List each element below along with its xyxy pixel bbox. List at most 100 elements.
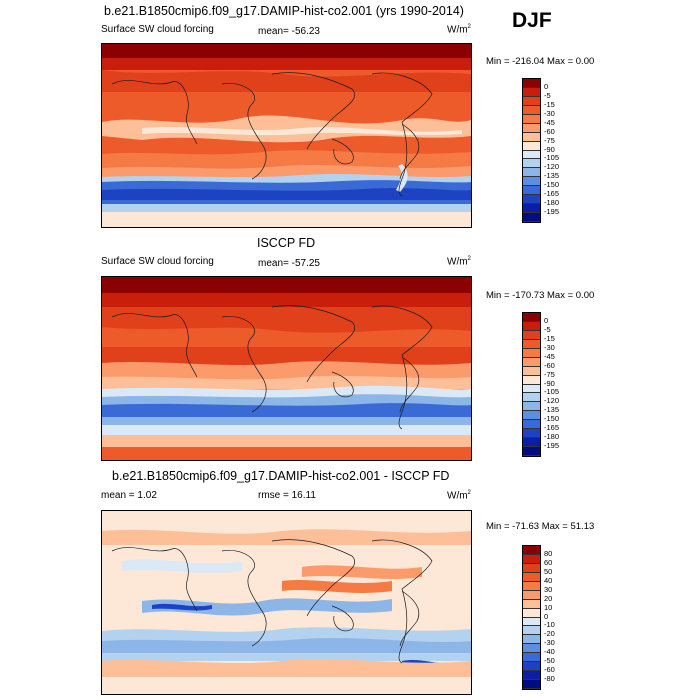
colorbar-box xyxy=(523,662,540,672)
colorbar-tick-label: -105 xyxy=(544,387,560,397)
colorbar-box xyxy=(523,132,540,142)
colorbar-tick-label: -75 xyxy=(544,369,555,379)
colorbar-box xyxy=(523,375,540,385)
colorbar-box xyxy=(523,177,540,187)
colorbar-tick-label: -165 xyxy=(544,423,560,433)
colorbar-tick-label: 10 xyxy=(544,602,553,612)
colorbar-box xyxy=(523,384,540,394)
panel1-mean-label: mean= -56.23 xyxy=(258,26,320,37)
colorbar-box xyxy=(523,599,540,609)
season-label: DJF xyxy=(512,9,552,32)
colorbar-box xyxy=(523,96,540,106)
panel2-variable-label: Surface SW cloud forcing xyxy=(101,256,214,267)
colorbar-tick-label: -60 xyxy=(544,665,555,675)
colorbar-tick-label: -165 xyxy=(544,189,560,199)
panel2-map xyxy=(101,276,472,461)
colorbar-box xyxy=(523,357,540,367)
colorbar-box xyxy=(523,348,540,358)
panel3-map xyxy=(101,510,472,695)
panel2-minmax: Min = -170.73 Max = 0.00 xyxy=(486,290,595,301)
colorbar-tick-label: -120 xyxy=(544,162,560,172)
colorbar-box xyxy=(523,159,540,169)
colorbar-box xyxy=(523,141,540,151)
panel1-map-field xyxy=(102,44,471,227)
colorbar-box xyxy=(523,313,540,322)
panel2-title: ISCCP FD xyxy=(257,236,316,250)
colorbar-tick-label: -15 xyxy=(544,99,555,109)
colorbar-box xyxy=(523,680,540,689)
colorbar-tick-label: -195 xyxy=(544,207,560,217)
colorbar-box xyxy=(523,447,540,456)
panel3-mean-label: mean = 1.02 xyxy=(101,490,157,501)
colorbar-tick-label: 60 xyxy=(544,557,553,567)
colorbar-tick-label: -135 xyxy=(544,171,560,181)
panel3-rmse-label: rmse = 16.11 xyxy=(258,490,316,501)
panel1-title: b.e21.B1850cmip6.f09_g17.DAMIP-hist-co2.… xyxy=(104,4,464,18)
colorbar-tick-label: 30 xyxy=(544,584,553,594)
colorbar-box xyxy=(523,581,540,591)
colorbar-tick-label: -60 xyxy=(544,126,555,136)
colorbar-tick-label: -105 xyxy=(544,153,560,163)
colorbar-tick-label: -15 xyxy=(544,333,555,343)
colorbar-tick-label: 0 xyxy=(544,315,549,325)
colorbar-box xyxy=(523,79,540,88)
colorbar-box xyxy=(523,87,540,97)
colorbar-box xyxy=(523,213,540,222)
colorbar-box xyxy=(523,366,540,376)
colorbar-box xyxy=(523,105,540,115)
colorbar-box xyxy=(523,617,540,627)
panel1-variable-label: Surface SW cloud forcing xyxy=(101,24,214,35)
colorbar-tick-label: -90 xyxy=(544,378,555,388)
colorbar-tick-label: -150 xyxy=(544,414,560,424)
panel1-colorbar xyxy=(522,78,541,223)
colorbar-tick-label: 80 xyxy=(544,548,553,558)
colorbar-box xyxy=(523,572,540,582)
panel3-map-field xyxy=(102,511,471,694)
panel1-map xyxy=(101,43,472,228)
colorbar-box xyxy=(523,635,540,645)
colorbar-box xyxy=(523,411,540,421)
colorbar-tick-label: -135 xyxy=(544,405,560,415)
colorbar-tick-label: -60 xyxy=(544,360,555,370)
colorbar-box xyxy=(523,114,540,124)
colorbar-box xyxy=(523,195,540,205)
colorbar-tick-label: 50 xyxy=(544,566,553,576)
panel2-colorbar xyxy=(522,312,541,457)
colorbar-tick-label: 40 xyxy=(544,575,553,585)
panel2-units-label: W/m2 xyxy=(447,256,471,268)
colorbar-tick-label: -40 xyxy=(544,647,555,657)
colorbar-tick-label: -120 xyxy=(544,396,560,406)
colorbar-tick-label: -50 xyxy=(544,656,555,666)
colorbar-box xyxy=(523,204,540,214)
colorbar-box xyxy=(523,590,540,600)
colorbar-tick-label: -195 xyxy=(544,441,560,451)
colorbar-tick-label: -30 xyxy=(544,342,555,352)
colorbar-tick-label: -30 xyxy=(544,108,555,118)
colorbar-tick-label: -45 xyxy=(544,117,555,127)
colorbar-tick-label: 20 xyxy=(544,593,553,603)
panel3-minmax: Min = -71.63 Max = 51.13 xyxy=(486,521,595,532)
colorbar-box xyxy=(523,653,540,663)
colorbar-box xyxy=(523,393,540,403)
colorbar-box xyxy=(523,644,540,654)
colorbar-tick-label: 0 xyxy=(544,611,549,621)
colorbar-tick-label: -5 xyxy=(544,324,551,334)
colorbar-box xyxy=(523,123,540,133)
colorbar-box xyxy=(523,546,540,555)
colorbar-tick-label: -10 xyxy=(544,620,555,630)
colorbar-tick-label: -90 xyxy=(544,144,555,154)
panel2-mean-label: mean= -57.25 xyxy=(258,258,320,269)
panel1-minmax: Min = -216.04 Max = 0.00 xyxy=(486,56,595,67)
colorbar-box xyxy=(523,402,540,412)
colorbar-box xyxy=(523,321,540,331)
colorbar-box xyxy=(523,330,540,340)
colorbar-box xyxy=(523,186,540,196)
panel2-map-field xyxy=(102,277,471,460)
panel1-units-label: W/m2 xyxy=(447,24,471,36)
colorbar-box xyxy=(523,438,540,448)
colorbar-box xyxy=(523,420,540,430)
panel3-title: b.e21.B1850cmip6.f09_g17.DAMIP-hist-co2.… xyxy=(112,469,450,483)
colorbar-box xyxy=(523,626,540,636)
colorbar-tick-label: -30 xyxy=(544,638,555,648)
panel3-units-label: W/m2 xyxy=(447,490,471,502)
